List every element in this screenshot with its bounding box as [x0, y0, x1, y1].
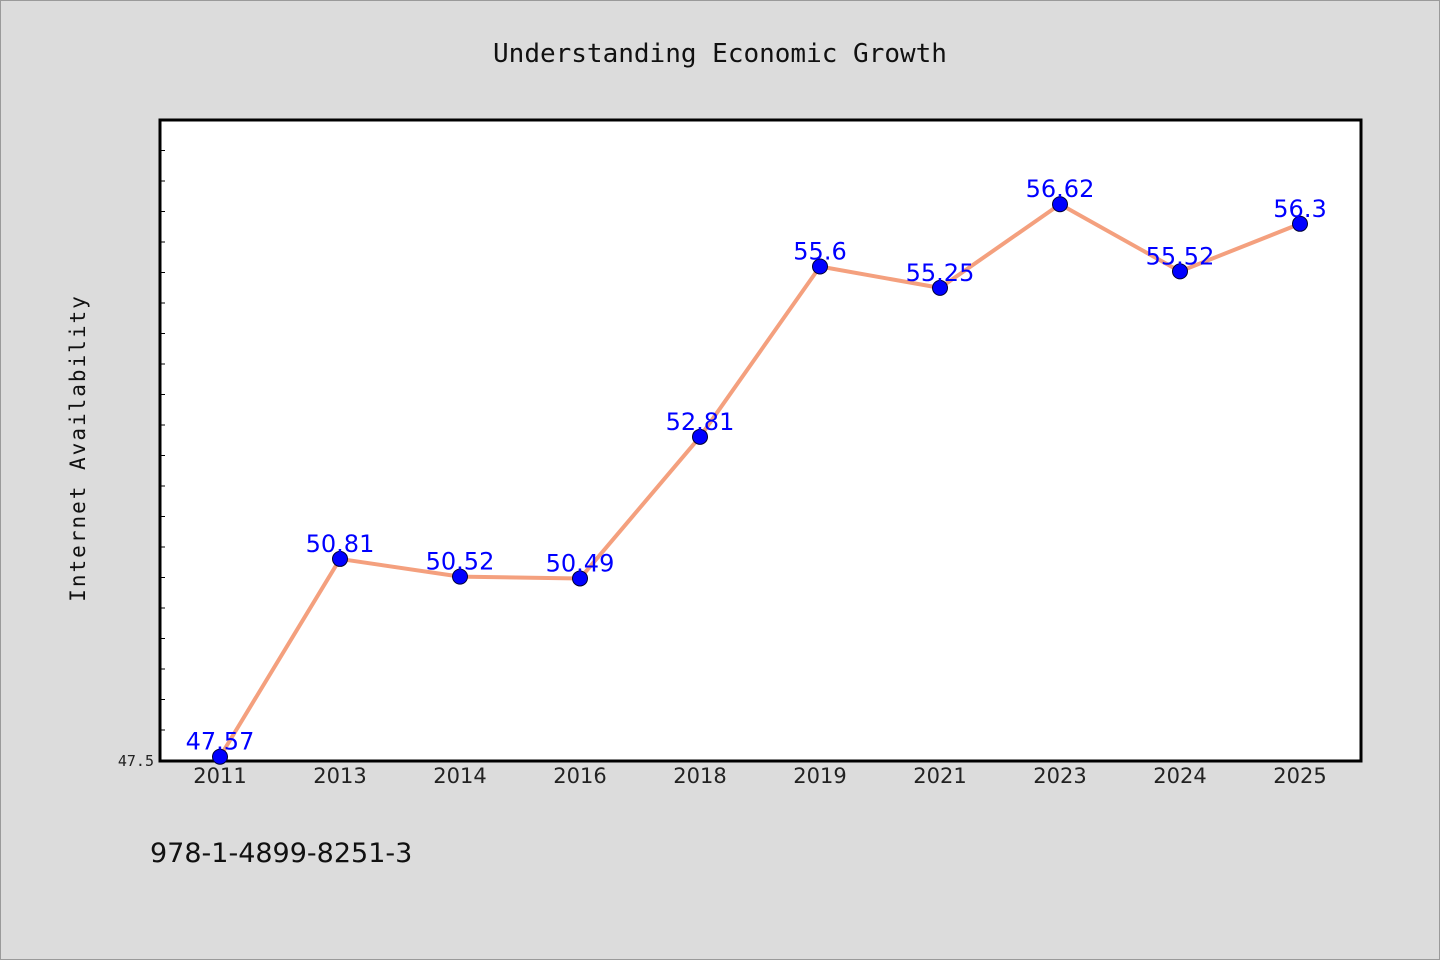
x-tick-label: 2021 — [913, 764, 966, 788]
x-tick-label: 2013 — [313, 764, 366, 788]
x-tick-label: 2011 — [193, 764, 246, 788]
x-tick-label: 2016 — [553, 764, 606, 788]
data-point-marker — [1172, 263, 1188, 280]
y-minor-ticks — [160, 150, 165, 731]
x-tick-label: 2019 — [793, 764, 846, 788]
data-point-marker — [332, 550, 348, 567]
data-point-marker — [812, 258, 828, 275]
y-tick-labels: 47.5 — [118, 752, 154, 770]
chart-title: Understanding Economic Growth — [493, 39, 947, 69]
data-point-marker — [212, 748, 228, 765]
x-tick-label: 2024 — [1153, 764, 1206, 788]
x-tick-labels: 2011 2013 2014 2016 2018 2019 2021 2023 2024 2025 — [193, 764, 1326, 788]
x-tick-label: 2018 — [673, 764, 726, 788]
data-point-marker — [572, 570, 588, 587]
data-point-label: 55.25 — [906, 259, 975, 287]
data-point-label: 50.49 — [546, 549, 615, 577]
isbn-caption: 978-1-4899-8251-3 — [150, 838, 412, 869]
data-labels: 47.57 50.81 50.52 50.49 52.81 55.6 55.25 56.62 5… — [186, 175, 1327, 755]
x-tick-label: 2025 — [1273, 764, 1326, 788]
series-lines — [218, 202, 1302, 759]
data-point-label: 52.81 — [666, 408, 735, 436]
data-point-label: 56.62 — [1026, 175, 1095, 203]
data-point-marker — [1052, 196, 1068, 213]
plot-area — [158, 118, 1363, 763]
series-line — [218, 202, 1302, 759]
data-point-label: 47.57 — [186, 728, 255, 756]
data-point-marker — [692, 428, 708, 445]
data-point-marker — [932, 279, 948, 296]
y-axis-label: Internet Availability — [66, 294, 90, 602]
data-point-label: 50.81 — [306, 530, 375, 558]
data-point-marker — [452, 568, 468, 585]
data-point-label: 55.52 — [1146, 242, 1215, 270]
data-point-label: 56.3 — [1273, 195, 1326, 223]
x-tick-label: 2023 — [1033, 764, 1086, 788]
data-markers — [212, 196, 1308, 765]
y-tick-label: 47.5 — [118, 752, 154, 770]
data-point-label: 55.6 — [793, 238, 846, 266]
x-tick-label: 2014 — [433, 764, 486, 788]
data-point-marker — [1292, 215, 1308, 232]
data-point-label: 50.52 — [426, 548, 495, 576]
